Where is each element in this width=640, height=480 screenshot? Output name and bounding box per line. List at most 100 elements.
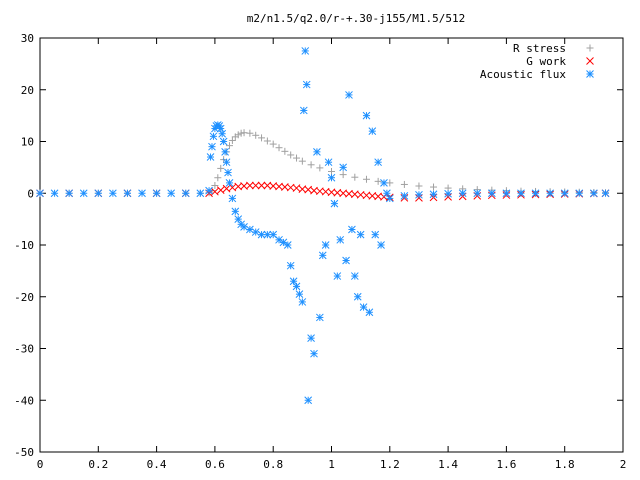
data-point [79, 189, 88, 198]
data-point [342, 256, 350, 265]
y-tick-label: -30 [14, 343, 34, 356]
data-point [304, 396, 313, 405]
data-point [575, 189, 584, 198]
data-point [251, 181, 260, 190]
data-point [502, 189, 511, 198]
data-point [293, 154, 301, 162]
data-point [222, 158, 231, 167]
data-point [252, 131, 260, 139]
data-point [240, 129, 248, 137]
data-point [211, 181, 219, 189]
legend-label: G work [526, 55, 566, 68]
data-point [321, 241, 330, 249]
data-point [221, 147, 229, 156]
data-point [269, 140, 277, 148]
data-point [298, 157, 306, 165]
data-point [316, 164, 324, 172]
data-point [531, 189, 540, 198]
data-point [218, 129, 227, 138]
data-point [365, 308, 374, 317]
data-point [473, 189, 482, 198]
data-point [328, 168, 335, 176]
data-point [206, 153, 215, 161]
data-point [286, 261, 295, 270]
data-point [444, 189, 452, 198]
data-point [400, 180, 408, 188]
data-point [415, 182, 423, 190]
x-tick-label: 1.2 [380, 458, 400, 471]
data-point [287, 151, 295, 159]
data-point [324, 158, 333, 167]
y-tick-label: -40 [14, 394, 34, 407]
data-point [123, 189, 132, 198]
data-point [601, 189, 610, 198]
data-point [208, 142, 216, 151]
x-tick-label: 0.2 [88, 458, 108, 471]
data-point [138, 189, 146, 198]
data-point [348, 225, 356, 234]
data-point [36, 189, 44, 198]
data-point [225, 179, 234, 187]
data-point [351, 173, 359, 181]
data-point [362, 111, 371, 120]
data-point [65, 189, 74, 198]
data-point [246, 129, 254, 137]
data-point [216, 186, 225, 194]
data-point [299, 106, 308, 115]
y-tick-label: 20 [21, 84, 34, 97]
data-point [109, 189, 117, 198]
data-point [430, 183, 438, 191]
series-0 [36, 129, 610, 197]
data-point [292, 282, 301, 291]
data-point [546, 189, 554, 198]
data-point [356, 230, 365, 239]
data-point [374, 177, 382, 185]
y-tick-label: -50 [14, 446, 34, 459]
x-tick-label: 1.8 [555, 458, 575, 471]
data-point [228, 194, 237, 203]
data-point [263, 137, 271, 145]
data-point [225, 142, 233, 150]
legend-label: Acoustic flux [480, 68, 566, 81]
data-point [318, 251, 327, 260]
data-point [275, 144, 283, 152]
data-point [339, 163, 348, 172]
data-point [368, 127, 377, 136]
series-2 [36, 47, 610, 405]
data-point [353, 292, 362, 301]
data-point [339, 171, 347, 179]
data-point [330, 199, 339, 208]
x-tick-label: 0.6 [205, 458, 225, 471]
axes: 0 0.2 0.4 0.6 0.8 1 1.2 1.4 1.6 1.8 2 30 20 10 0 -10 -20… [14, 32, 626, 471]
data-point [362, 175, 370, 183]
data-point [224, 168, 232, 177]
data-point [374, 158, 382, 167]
data-point [258, 134, 266, 142]
data-point [307, 334, 315, 343]
data-point [234, 131, 242, 139]
data-point [302, 80, 311, 89]
data-point [517, 189, 525, 198]
data-marks [36, 47, 610, 405]
legend-label: R stress [513, 42, 566, 55]
y-tick-label: 30 [21, 32, 34, 45]
data-point [380, 179, 388, 187]
data-point [216, 124, 225, 133]
data-point [196, 189, 205, 198]
data-point [377, 241, 385, 249]
y-tick-label: -10 [14, 239, 34, 252]
data-point [94, 189, 103, 198]
data-point [336, 235, 345, 244]
data-point [415, 190, 423, 199]
data-point [350, 272, 359, 280]
data-point [219, 137, 228, 146]
data-point [560, 189, 569, 198]
data-point [458, 189, 467, 198]
y-tick-label: 10 [21, 136, 34, 149]
x-tick-label: 2 [620, 458, 627, 471]
data-point [167, 189, 176, 198]
data-point [231, 207, 240, 216]
data-point [333, 272, 342, 280]
